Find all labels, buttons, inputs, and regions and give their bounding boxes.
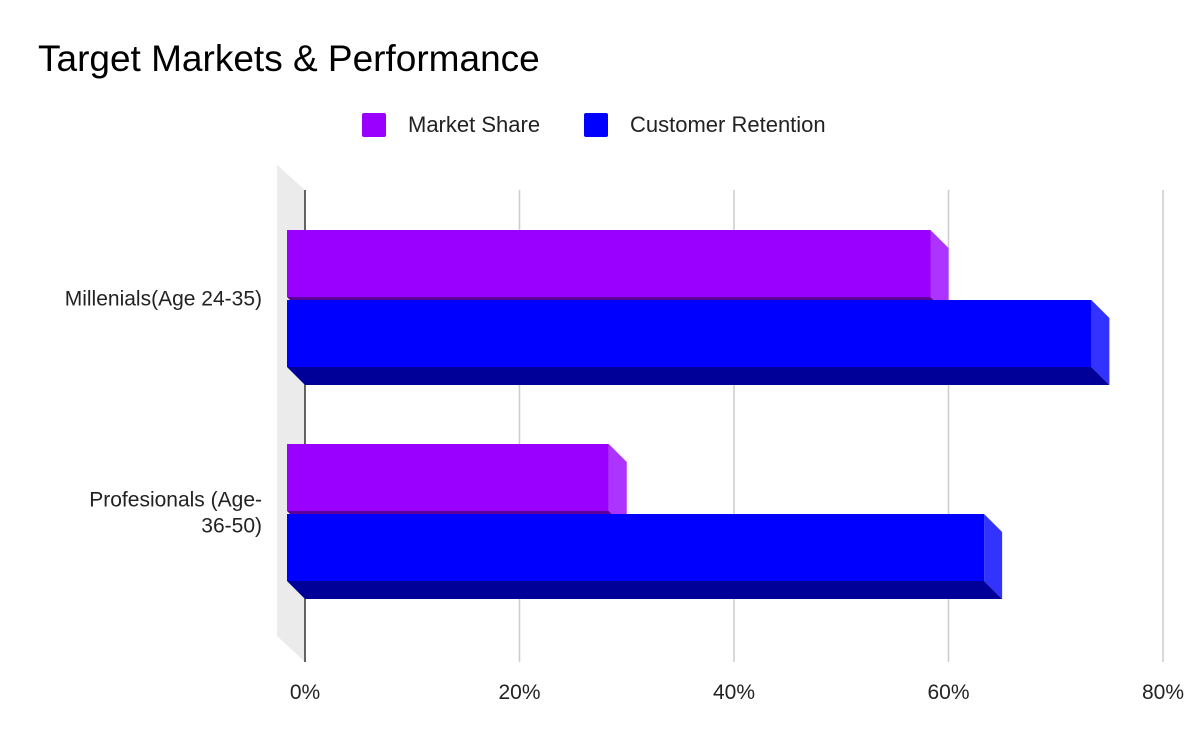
- bar: [287, 444, 609, 511]
- x-tick-label: 80%: [1142, 681, 1184, 704]
- bar-side: [930, 230, 949, 315]
- bar-side: [1091, 300, 1110, 385]
- y-category-label: Millenials(Age 24-35): [65, 288, 262, 311]
- chart-title: Target Markets & Performance: [38, 38, 540, 79]
- bar-side: [984, 514, 1003, 599]
- legend-swatch-market-share: [362, 113, 386, 137]
- bar: [287, 300, 1092, 367]
- legend-item-customer-retention[interactable]: Customer Retention: [584, 108, 826, 142]
- y-category-label: 36-50): [201, 515, 262, 538]
- x-tick-label: 0%: [290, 681, 320, 704]
- bar: [287, 230, 931, 297]
- legend-label-market-share: Market Share: [408, 112, 541, 137]
- bar-bottom: [287, 581, 1003, 599]
- legend: Market Share Customer Retention: [0, 108, 1200, 142]
- y-category-label: Profesionals (Age-: [89, 489, 262, 512]
- bar-side: [608, 444, 627, 529]
- legend-swatch-customer-retention: [584, 113, 608, 137]
- legend-item-market-share[interactable]: Market Share: [362, 108, 540, 142]
- x-tick-label: 60%: [927, 681, 969, 704]
- x-tick-label: 20%: [498, 681, 540, 704]
- bar-bottom: [287, 367, 1110, 385]
- legend-label-customer-retention: Customer Retention: [630, 112, 826, 137]
- bar: [287, 514, 985, 581]
- x-tick-label: 40%: [713, 681, 755, 704]
